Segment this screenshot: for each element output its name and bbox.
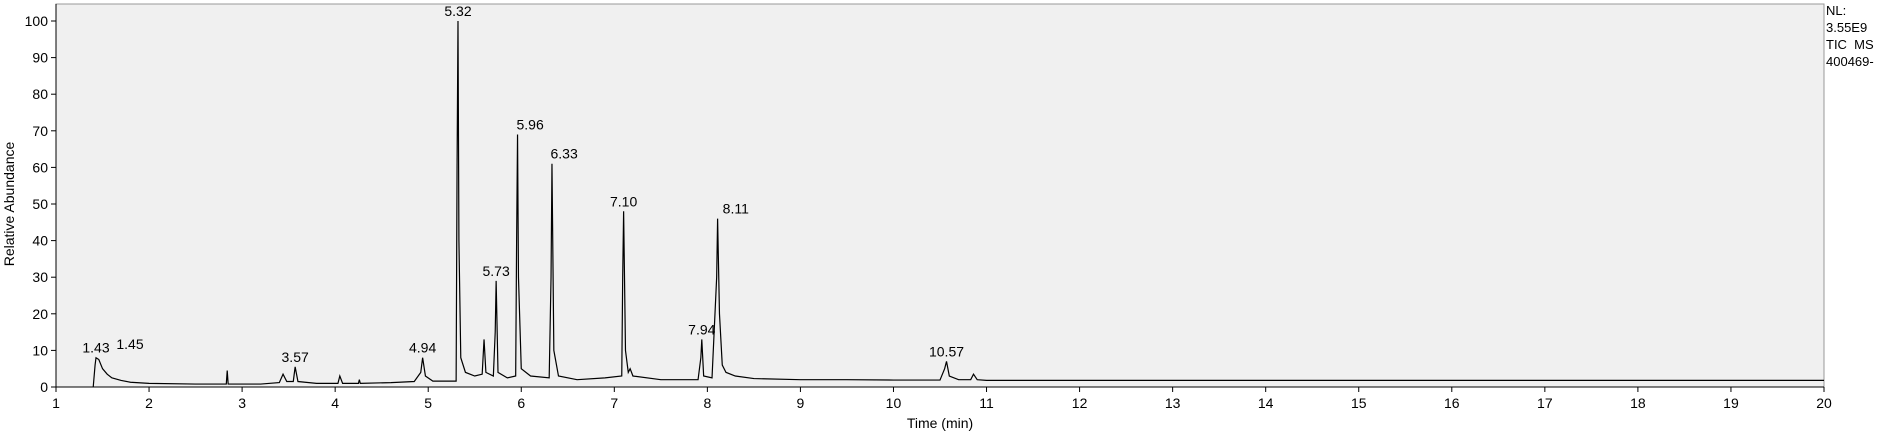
peak-label: 1.45: [116, 336, 143, 352]
x-tick-label: 16: [1444, 395, 1460, 411]
peak-label: 8.11: [723, 201, 749, 217]
x-tick-label: 13: [1165, 395, 1181, 411]
peak-label: 7.94: [688, 321, 715, 337]
x-tick-label: 4: [331, 395, 339, 411]
peak-label: 5.32: [444, 3, 471, 19]
x-tick-label: 20: [1816, 395, 1832, 411]
x-tick-label: 9: [797, 395, 805, 411]
info-text: 400469-: [1826, 54, 1874, 69]
x-tick-label: 18: [1630, 395, 1646, 411]
plot-area: [55, 3, 1825, 388]
x-tick-label: 12: [1072, 395, 1088, 411]
peak-label: 4.94: [409, 340, 436, 356]
x-tick-label: 15: [1351, 395, 1367, 411]
peak-label: 1.43: [82, 340, 109, 356]
x-tick-label: 19: [1723, 395, 1739, 411]
info-text: 3.55E9: [1826, 20, 1867, 35]
y-tick-label: 60: [32, 159, 48, 175]
y-tick-label: 80: [32, 86, 48, 102]
peak-label: 6.33: [551, 146, 578, 162]
peak-label: 3.57: [282, 349, 309, 365]
x-tick-label: 11: [979, 395, 994, 411]
x-tick-label: 6: [517, 395, 525, 411]
x-tick-label: 2: [145, 395, 153, 411]
x-tick-label: 10: [886, 395, 902, 411]
x-axis-label: Time (min): [907, 415, 973, 431]
y-tick-label: 30: [32, 269, 48, 285]
y-tick-label: 50: [32, 196, 48, 212]
peak-label: 7.10: [610, 193, 637, 209]
y-tick-label: 100: [25, 13, 49, 29]
y-tick-label: 20: [32, 306, 48, 322]
peak-label: 5.73: [483, 263, 510, 279]
x-tick-label: 7: [610, 395, 618, 411]
y-tick-label: 40: [32, 233, 48, 249]
y-tick-label: 90: [32, 50, 48, 66]
x-tick-label: 1: [52, 395, 60, 411]
x-tick-label: 5: [424, 395, 432, 411]
y-axis-label: Relative Abundance: [1, 142, 17, 267]
x-tick-label: 14: [1258, 395, 1274, 411]
x-tick-label: 17: [1537, 395, 1553, 411]
y-tick-label: 10: [32, 342, 48, 358]
peak-label: 5.96: [517, 116, 544, 132]
y-tick-label: 0: [40, 379, 48, 395]
info-text: NL:: [1826, 3, 1846, 18]
x-tick-label: 3: [238, 395, 246, 411]
peak-label: 10.57: [929, 343, 964, 359]
trace-line: [92, 20, 1824, 388]
info-text: TIC MS: [1826, 37, 1874, 52]
y-tick-label: 70: [32, 123, 48, 139]
x-tick-label: 8: [703, 395, 711, 411]
